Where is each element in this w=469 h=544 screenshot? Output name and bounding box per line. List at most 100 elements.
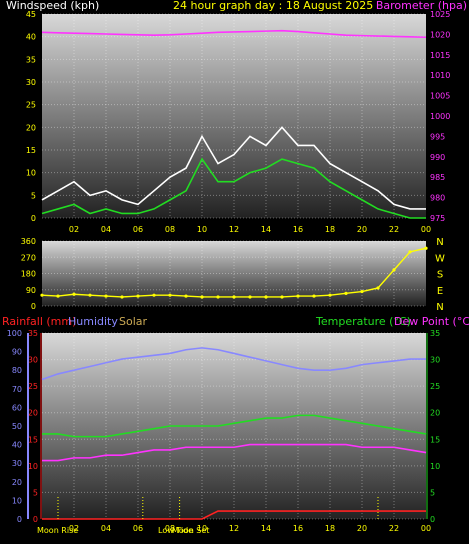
direction-point — [168, 293, 172, 297]
compass-tick-label: S — [437, 270, 443, 281]
x-tick-label: 08 — [165, 225, 175, 234]
y-tick-humidity: 20 — [12, 478, 22, 487]
rainfall-axis-title: Rainfall (mm) — [2, 315, 77, 328]
y-tick-barometer: 995 — [430, 132, 445, 141]
x-tick-label: 20 — [357, 524, 367, 533]
direction-point — [344, 291, 348, 295]
compass-tick-label: E — [437, 286, 443, 297]
direction-point — [152, 293, 156, 297]
direction-point — [120, 295, 124, 299]
x-tick-label: 12 — [229, 524, 239, 533]
y-tick-rainfall: 35 — [28, 329, 38, 338]
y-tick-rainfall: 5 — [33, 488, 38, 497]
x-tick-label: 08 — [165, 524, 175, 533]
lowtide-label: Low Tide — [158, 526, 194, 535]
y-tick-humidity: 40 — [12, 441, 22, 450]
direction-point — [136, 294, 140, 298]
direction-point — [184, 294, 188, 298]
y-tick-windspeed: 5 — [31, 191, 36, 200]
x-tick-label: 16 — [293, 524, 303, 533]
y-tick-barometer: 980 — [430, 194, 445, 203]
direction-point — [376, 286, 380, 290]
y-tick-barometer: 990 — [430, 153, 445, 162]
x-tick-label: 10 — [197, 225, 207, 234]
x-tick-label: 10 — [197, 524, 207, 533]
x-tick-label: 22 — [389, 225, 399, 234]
solar-axis-title: Solar — [119, 315, 148, 328]
y-tick-temperature: 25 — [430, 382, 440, 391]
x-tick-label: 02 — [69, 225, 79, 234]
y-tick-humidity: 80 — [12, 366, 22, 375]
x-tick-label: 14 — [261, 225, 271, 234]
x-tick-label: 04 — [101, 524, 111, 533]
y-tick-windspeed: 30 — [26, 78, 36, 87]
y-tick-barometer: 1005 — [430, 92, 450, 101]
x-tick-label: 20 — [357, 225, 367, 234]
y-tick-temperature: 10 — [430, 462, 440, 471]
direction-point — [40, 293, 44, 297]
x-tick-label: 18 — [325, 225, 335, 234]
x-tick-label: 22 — [389, 524, 399, 533]
y-tick-rainfall: 20 — [28, 409, 38, 418]
humidity-axis-title: Humidity — [68, 315, 118, 328]
direction-point — [296, 294, 300, 298]
y-tick-temperature: 15 — [430, 435, 440, 444]
series-line-gust — [41, 126, 426, 210]
moonset-label: Moon Set — [172, 526, 210, 535]
y-tick-rainfall: 10 — [28, 462, 38, 471]
y-tick-rainfall: 0 — [33, 515, 38, 524]
x-tick-label: 16 — [293, 225, 303, 234]
y-tick-barometer: 985 — [430, 173, 445, 182]
y-tick-barometer: 1020 — [430, 30, 450, 39]
series-line-dew-point — [42, 443, 427, 462]
y-tick-windspeed: 25 — [26, 101, 36, 110]
barometer-axis-title: Barometer (hpa) — [375, 0, 467, 12]
y-tick-temperature: 5 — [430, 488, 435, 497]
y-tick-humidity: 60 — [12, 403, 22, 412]
y-tick-temperature: 0 — [430, 515, 435, 524]
y-tick-humidity: 50 — [12, 422, 22, 431]
chart-title: 24 hour graph day : 18 August 2025 — [173, 0, 374, 12]
series-line-rainfall — [42, 510, 426, 520]
x-tick-label: 02 — [69, 524, 79, 533]
y-tick-direction: 90 — [26, 286, 36, 295]
direction-point — [72, 292, 76, 296]
y-tick-windspeed: 15 — [26, 146, 36, 155]
x-tick-label: 06 — [133, 225, 143, 234]
y-tick-barometer: 1010 — [430, 71, 450, 80]
y-tick-windspeed: 0 — [31, 214, 36, 223]
y-tick-rainfall: 25 — [28, 382, 38, 391]
moonrise-label: Moon Rise — [37, 526, 79, 535]
y-tick-rainfall: 30 — [28, 356, 38, 365]
y-tick-rainfall: 15 — [28, 435, 38, 444]
y-tick-humidity: 70 — [12, 385, 22, 394]
y-tick-direction: 180 — [21, 270, 36, 279]
direction-point — [328, 293, 332, 297]
series-line-barometer — [41, 29, 427, 39]
y-tick-direction: 270 — [21, 253, 36, 262]
x-tick-label: 00 — [421, 225, 431, 234]
direction-point — [56, 294, 60, 298]
direction-point — [88, 293, 92, 297]
y-tick-temperature: 20 — [430, 409, 440, 418]
windspeed-axis-title: Windspeed (kph) — [6, 0, 100, 12]
x-tick-label: 18 — [325, 524, 335, 533]
direction-point — [264, 295, 268, 299]
y-tick-direction: 360 — [21, 237, 36, 246]
series-line-temperature — [42, 414, 427, 438]
direction-point — [280, 295, 284, 299]
y-tick-barometer: 1000 — [430, 112, 450, 121]
y-tick-windspeed: 45 — [26, 10, 36, 19]
direction-point — [312, 294, 316, 298]
direction-point — [408, 250, 412, 254]
direction-point — [232, 295, 236, 299]
compass-tick-label: W — [435, 253, 445, 264]
compass-tick-label: N — [436, 237, 443, 248]
y-tick-barometer: 1015 — [430, 51, 450, 60]
x-tick-label: 12 — [229, 225, 239, 234]
direction-point — [104, 294, 108, 298]
y-tick-direction: 0 — [31, 302, 36, 311]
series-line-humidity — [41, 347, 426, 381]
y-tick-temperature: 35 — [430, 329, 440, 338]
